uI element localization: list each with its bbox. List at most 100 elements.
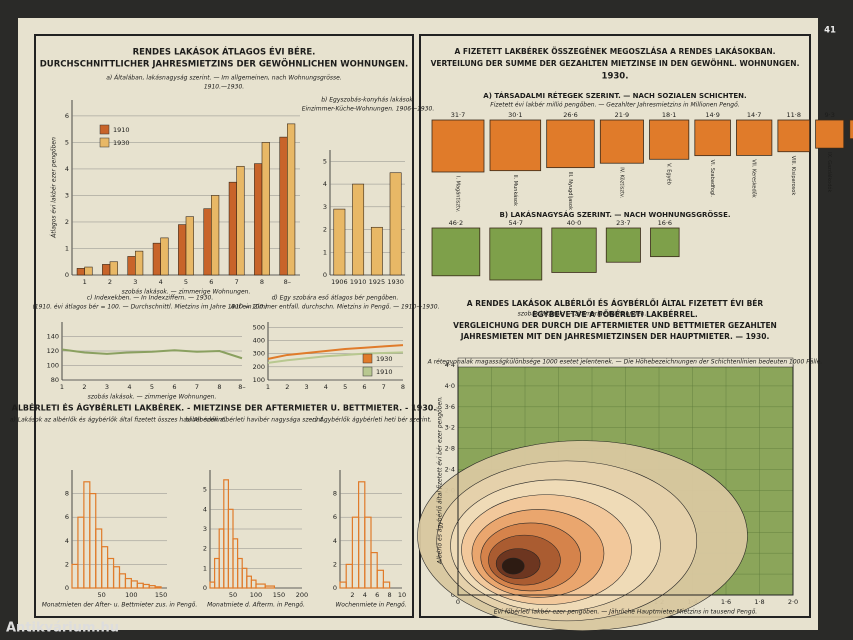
legend-label: 1930 [376, 355, 393, 363]
right-mid-title: EGYBEVETVE A FŐBÉRLETI LAKBÉRREL. [532, 310, 698, 319]
y-tick-label: 80 [51, 376, 59, 384]
y-axis-label: Átlagos évi lakbér ezer pengőben [51, 137, 58, 239]
bar [84, 266, 93, 276]
y-tick-label: 2 [65, 218, 69, 226]
x-tick-label: 8 [260, 278, 264, 286]
y-tick-label: 1 [203, 564, 207, 572]
y-tick-label: 100 [47, 362, 59, 370]
x-tick-label: 1910 [350, 278, 367, 286]
x-tick-label: 6 [172, 383, 176, 391]
square [546, 119, 595, 169]
y-tick-label: 0 [65, 584, 69, 592]
x-tick-label: 5 [343, 383, 347, 391]
x-tick-label: 2 [285, 383, 289, 391]
y-tick-label: 0 [451, 591, 455, 599]
x-tick-label: 100 [250, 591, 262, 599]
chart-title: B) LAKÁSNAGYSÁG SZERINT. — NACH WOHNUNGS… [499, 210, 730, 219]
x-tick-label: 8– [284, 278, 291, 286]
bar [203, 208, 212, 276]
x-tick-label: 1 [60, 383, 64, 391]
value-label: 30·1 [508, 111, 522, 119]
bar [127, 256, 136, 276]
x-tick-label: 2 [350, 591, 354, 599]
x-tick-label: 50 [229, 591, 237, 599]
chart-title: d) Egy szobára eső átlagos bér pengőben. [272, 295, 399, 302]
right-mid-title: A RENDES LAKÁSOK ALBÉRLŐI ÉS ÁGYBÉRLŐI Á… [467, 299, 764, 308]
chart-subtitle: Auf ein Zimmer entfall. durchschn. Mietz… [229, 304, 439, 311]
bar [279, 136, 288, 276]
y-tick-label: 1 [323, 248, 327, 256]
x-tick-label: 3 [105, 383, 109, 391]
square [551, 227, 597, 273]
x-tick-label: 6 [362, 383, 366, 391]
right-title: 1930. [602, 72, 629, 82]
line [61, 348, 243, 360]
square [694, 119, 731, 157]
bar [228, 181, 237, 276]
x-tick-label: 50 [98, 591, 106, 599]
histogram-bar [382, 581, 391, 589]
left-title: RENDES LAKÁSOK ÁTLAGOS ÉVI BÉRE. [133, 46, 316, 58]
y-tick-label: 300 [253, 350, 265, 358]
bar [76, 268, 85, 276]
x-axis-label: szobás lakások. — zimmerige Wohnungen. [122, 289, 251, 296]
bar [370, 226, 383, 276]
x-tick-label: 1 [83, 278, 87, 286]
y-tick-label: 3 [323, 203, 327, 211]
right-title: VERTEILUNG DER SUMME DER GEZAHLTEN MIETZ… [431, 59, 800, 68]
value-label: 16·6 [658, 219, 672, 227]
y-tick-label: 100 [253, 376, 265, 384]
bar [236, 165, 245, 276]
value-label: 14·9 [705, 111, 719, 119]
square [431, 227, 481, 277]
right-mid-title: VERGLEICHUNG DER DURCH DIE AFTERMIETER U… [453, 321, 777, 330]
y-tick-label: 4·4 [445, 361, 455, 369]
x-tick-label: 8 [388, 591, 392, 599]
x-tick-label: 5 [184, 278, 188, 286]
y-tick-label: 0 [203, 584, 207, 592]
value-label: 14·7 [747, 111, 761, 119]
left-title: DURCHSCHNITTLICHER JAHRESMIETZINS DER GE… [40, 59, 408, 70]
square [849, 119, 853, 140]
chart-title: a) Általában, lakásnagyság szerint. — Im… [106, 75, 342, 82]
x-tick-label: 4 [127, 383, 131, 391]
x-tick-label: 8– [238, 383, 245, 391]
bar [160, 237, 169, 276]
bar [185, 216, 194, 276]
x-tick-label: 5 [150, 383, 154, 391]
y-tick-label: 8 [65, 490, 69, 498]
y-tick-label: 4 [323, 180, 327, 188]
chart-title: A rétegvonalak magasságkülönbsége 1000 e… [427, 359, 823, 366]
x-tick-label: 100 [125, 591, 137, 599]
x-tick-label: 4 [363, 591, 367, 599]
y-tick-label: 4 [333, 537, 337, 545]
line [267, 344, 404, 360]
y-tick-label: 0 [333, 584, 337, 592]
value-label: 9·3 [825, 111, 835, 119]
square [650, 227, 680, 258]
value-label: 46·2 [449, 219, 463, 227]
category-label: I. Magántisztv. [455, 176, 462, 213]
contour-ring [501, 557, 525, 575]
y-tick-label: 4 [203, 505, 207, 513]
y-tick-label: 3·6 [445, 403, 455, 411]
x-tick-label: 6 [209, 278, 213, 286]
y-tick-label: 3 [203, 525, 207, 533]
legend-swatch [362, 353, 373, 364]
bar [178, 224, 187, 276]
chart-subtitle: Einzimmer-Küche-Wohnungen. 1906—1930. [302, 106, 435, 113]
legend-label: 1910 [113, 126, 130, 134]
square [815, 119, 845, 149]
bar [109, 261, 118, 276]
y-tick-label: 2 [203, 545, 207, 553]
bar [261, 142, 270, 276]
x-tick-label: 8 [401, 383, 405, 391]
chart-title: a) Lakások az albérlők és ágybérlők álta… [10, 417, 226, 424]
x-tick-label: 3 [305, 383, 309, 391]
y-tick-label: 0 [65, 271, 69, 279]
x-tick-label: 1925 [369, 278, 386, 286]
x-tick-label: 150 [155, 591, 167, 599]
x-tick-label: 8 [217, 383, 221, 391]
x-tick-label: 1930 [387, 278, 404, 286]
